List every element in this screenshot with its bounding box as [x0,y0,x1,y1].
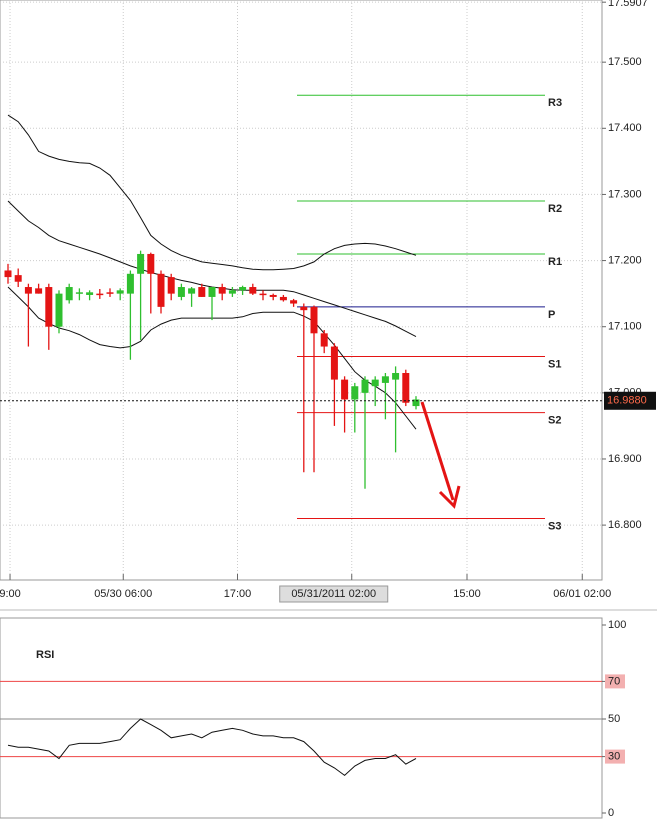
candle-body [106,292,114,294]
y-tick-label: 17.100 [608,321,642,333]
x-tick-label: 05/31/2011 02:00 [291,588,376,600]
candle-body [351,386,359,400]
candle-body [24,287,32,294]
y-tick-label: 17.200 [608,254,642,266]
candle-body [259,293,267,296]
candle-body [126,273,134,294]
y-tick-label: 30 [608,751,620,763]
candle-body [320,333,328,347]
pivot-label: R3 [548,97,562,109]
x-tick-label: 9:00 [0,588,21,600]
price-panel [0,0,603,581]
candle-body [116,290,124,294]
pivot-label: P [548,309,555,321]
candle-body [96,293,104,296]
candle-body [75,292,83,294]
rsi-line [7,718,417,777]
pivot-label: S3 [548,520,561,532]
candle-body [249,287,257,294]
candle-body [14,275,22,282]
pivot-label: S2 [548,415,561,427]
pivot-label: R2 [548,203,562,215]
candle-body [35,288,43,294]
candle-body [208,287,216,297]
candle-body [402,372,410,403]
candle-body [239,287,247,291]
annotation-arrow [420,401,455,501]
candle-body [290,300,298,304]
candle-body [177,287,185,297]
y-tick-label: 17.500 [608,56,642,68]
x-tick-label: 17:00 [224,588,252,600]
annotation-arrow-head [438,485,461,509]
y-tick-label: 17.5907 [608,0,648,9]
x-tick-label: 15:00 [453,588,481,600]
y-tick-label: 100 [608,619,626,631]
candle-body [167,277,175,294]
rsi-title: RSI [36,649,54,661]
candle-body [188,288,196,294]
candle-body [371,379,379,387]
candle-body [55,293,63,327]
band-line [7,200,417,338]
y-tick-label: 16.800 [608,519,642,531]
pivot-label: R1 [548,256,562,268]
candle-body [279,296,287,301]
candle-body [269,294,277,297]
candle-body [341,379,349,400]
pivot-label: S1 [548,358,561,370]
candle-body [228,290,236,294]
candle-body [45,287,53,327]
y-tick-box [605,749,625,764]
x-tick-label: 05/30 06:00 [94,588,152,600]
candle-body [198,287,206,297]
candle-body [65,287,73,301]
y-tick-label: 70 [608,675,620,687]
candle-body [412,399,420,407]
candle-body [392,372,400,380]
last-price-label: 16.9880 [607,395,647,407]
candle-body [4,270,12,278]
band-line [7,114,417,271]
candle-body [361,379,369,393]
candle-body [147,253,155,274]
candle-body [157,273,165,307]
candle-body [381,376,389,383]
candle-body [137,253,145,274]
last-price-box [604,391,656,410]
y-tick-box [605,674,625,689]
y-tick-label: 17.300 [608,188,642,200]
y-tick-label: 16.900 [608,453,642,465]
y-tick-label: 50 [608,713,620,725]
rsi-panel [0,617,603,819]
y-tick-label: 0 [608,807,614,819]
y-tick-label: 17.400 [608,122,642,134]
candle-body [218,287,226,294]
candle-body [300,306,308,311]
candle-body [330,346,338,380]
candle-body [86,292,94,295]
x-tick-highlight [279,585,389,603]
candle-body [310,306,318,334]
x-tick-label: 06/01 02:00 [553,588,611,600]
